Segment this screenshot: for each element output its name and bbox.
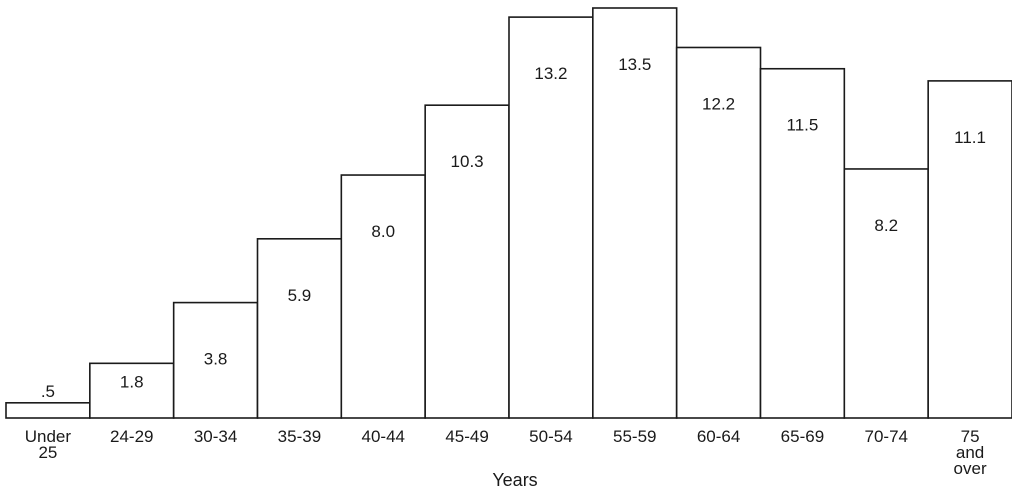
bar (340, 174, 426, 419)
bars-group (5, 7, 1012, 419)
bar (843, 168, 929, 419)
x-tick-label: 30-34 (194, 427, 237, 446)
x-tick-label-line: Under (25, 427, 72, 446)
x-tick-label-line: 24-29 (110, 427, 153, 446)
bar-value-label: 1.8 (120, 372, 144, 391)
bar-value-label: .5 (41, 382, 55, 401)
bar (89, 362, 175, 419)
x-axis-title: Years (492, 470, 537, 490)
bar-value-label: 3.8 (204, 350, 228, 369)
x-tick-label: 70-74 (865, 427, 908, 446)
x-tick-label-line: over (954, 459, 987, 478)
x-tick-label-line: 45-49 (445, 427, 488, 446)
bar (5, 402, 91, 419)
x-tick-labels-group: Under 25 24-29 30-34 35-39 40-44 45-49 50-54 55-… (25, 427, 987, 478)
x-tick-label: 50-54 (529, 427, 572, 446)
bar (759, 67, 846, 419)
bar-value-label: 13.5 (618, 55, 651, 74)
bar-value-label: 11.1 (954, 128, 986, 147)
x-tick-label: 75 and over (954, 427, 987, 478)
bar-value-label: 8.0 (371, 222, 395, 241)
bar (927, 80, 1012, 419)
bar (256, 238, 343, 419)
bar (172, 301, 259, 419)
bar-value-label: 11.5 (787, 116, 819, 135)
x-tick-label-line: 35-39 (278, 427, 321, 446)
bar-value-label: 13.2 (534, 64, 567, 83)
x-tick-label: 40-44 (362, 427, 405, 446)
x-tick-label: 45-49 (445, 427, 488, 446)
bar-value-label: 10.3 (451, 152, 484, 171)
x-tick-label-line: 30-34 (194, 427, 237, 446)
x-tick-label: 24-29 (110, 427, 153, 446)
bar (675, 46, 762, 419)
bar-value-label: 12.2 (702, 94, 735, 113)
bar-value-label: 5.9 (288, 286, 312, 305)
value-labels-group: .5 1.8 3.8 5.9 8.0 10.3 13.2 13.5 12.2 11.5 8.2 11.… (41, 55, 986, 401)
bar-value-label: 8.2 (874, 216, 898, 235)
x-tick-label: 35-39 (278, 427, 321, 446)
x-tick-label: 60-64 (697, 427, 740, 446)
x-tick-label-line: 40-44 (362, 427, 405, 446)
bar (424, 104, 510, 419)
x-tick-label-line: 60-64 (697, 427, 740, 446)
bar (592, 7, 678, 419)
x-tick-label-line: 50-54 (529, 427, 572, 446)
x-tick-label-line: 25 (38, 443, 57, 462)
x-tick-label-line: 75 (961, 427, 980, 446)
x-tick-label: Under 25 (25, 427, 72, 462)
x-tick-label-line: 55-59 (613, 427, 656, 446)
x-tick-label-line: 70-74 (865, 427, 908, 446)
x-tick-label: 65-69 (781, 427, 824, 446)
x-tick-label: 55-59 (613, 427, 656, 446)
x-tick-label-line: 65-69 (781, 427, 824, 446)
bar (508, 16, 594, 419)
x-tick-label-line: and (956, 443, 984, 462)
